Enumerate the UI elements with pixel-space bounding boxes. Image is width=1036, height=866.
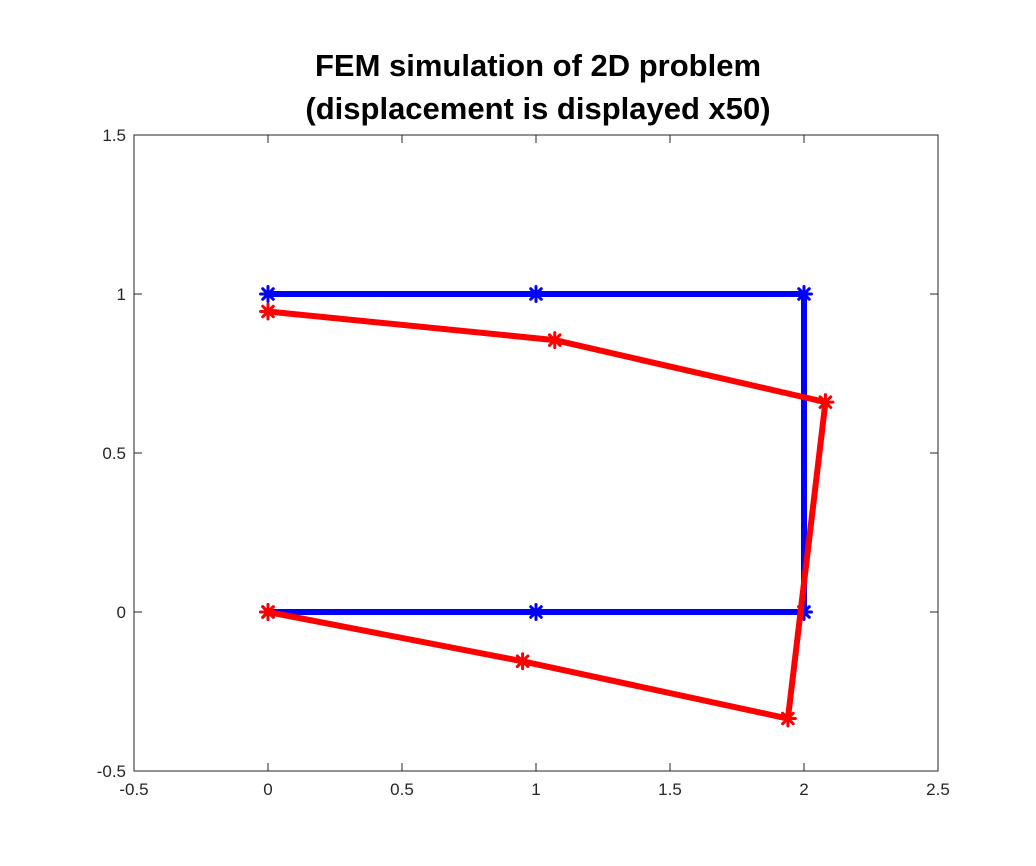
series-2-point-1 xyxy=(259,302,277,321)
series-2-point-2 xyxy=(545,331,564,350)
x-tick-label: 0.5 xyxy=(390,780,414,799)
series-2-point-3 xyxy=(816,393,835,412)
series-1-point-3 xyxy=(795,285,813,303)
x-tick-label: 2 xyxy=(799,780,808,799)
series-layer xyxy=(259,285,835,728)
series-2-point-5 xyxy=(513,652,532,671)
x-tick-label: 0 xyxy=(263,780,272,799)
series-2-line xyxy=(265,308,829,722)
x-tick-label: 1 xyxy=(531,780,540,799)
chart-title-line-1: FEM simulation of 2D problem xyxy=(315,48,761,83)
y-tick-label: 0.5 xyxy=(102,444,126,463)
chart-title-line-2: (displacement is displayed x50) xyxy=(305,91,770,126)
y-tick-label: -0.5 xyxy=(97,762,126,781)
x-tick-label: -0.5 xyxy=(119,780,148,799)
y-tick-label: 1.5 xyxy=(102,126,126,145)
chart-title: FEM simulation of 2D problem (displaceme… xyxy=(305,48,770,126)
series-1-line xyxy=(265,291,807,615)
series-2 xyxy=(259,302,835,728)
y-tick-label: 1 xyxy=(117,285,126,304)
y-tick-label: 0 xyxy=(117,603,126,622)
series-2-point-6 xyxy=(259,603,277,621)
x-tick-label: 1.5 xyxy=(658,780,682,799)
series-1 xyxy=(259,285,813,621)
x-tick-label: 2.5 xyxy=(926,780,950,799)
series-1-point-5 xyxy=(527,603,545,621)
series-1-point-1 xyxy=(259,285,277,303)
series-1-point-2 xyxy=(527,285,545,303)
axes-layer: -0.5 0 0.5 1 1.5 2 2.5 -0.5 0 0.5 1 1.5 xyxy=(97,126,950,799)
series-2-point-4 xyxy=(778,709,797,728)
